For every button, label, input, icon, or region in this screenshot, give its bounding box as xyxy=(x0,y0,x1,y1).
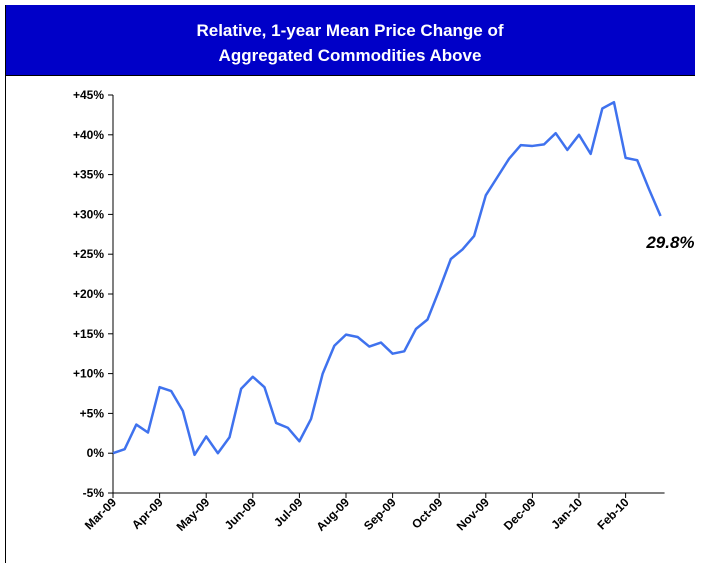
chart-title: Relative, 1-year Mean Price Change of xyxy=(196,21,503,40)
y-tick-label: +45% xyxy=(73,88,104,102)
y-tick-label: +25% xyxy=(73,247,104,261)
y-tick-label: +10% xyxy=(73,367,104,381)
x-tick-label: Feb-10 xyxy=(594,495,631,532)
x-tick-label: Jul-09 xyxy=(271,495,306,530)
x-tick-label: Apr-09 xyxy=(129,495,166,532)
y-tick-label: +40% xyxy=(73,128,104,142)
line-series xyxy=(112,100,662,457)
x-tick-label: Jun-09 xyxy=(222,495,259,532)
y-tick-label: +35% xyxy=(73,168,104,182)
x-tick-label: Jan-10 xyxy=(548,495,585,532)
y-tick-label: +30% xyxy=(73,207,104,221)
x-tick-label: Oct-09 xyxy=(409,495,446,532)
y-tick-label: -5% xyxy=(83,486,105,500)
y-tick-label: +15% xyxy=(73,327,104,341)
x-tick-label: May-09 xyxy=(174,495,213,534)
x-tick-label: Aug-09 xyxy=(313,495,352,534)
chart-title: Aggregated Commodities Above xyxy=(219,46,482,65)
x-tick-label: Nov-09 xyxy=(454,495,492,533)
x-tick-label: Mar-09 xyxy=(82,495,119,532)
x-tick-label: Dec-09 xyxy=(501,495,539,533)
title-banner xyxy=(5,5,695,75)
y-tick-label: 0% xyxy=(87,446,105,460)
annotation: 29.8% xyxy=(645,233,694,252)
x-tick-label: Sep-09 xyxy=(361,495,399,533)
y-tick-label: +5% xyxy=(80,406,105,420)
y-tick-label: +20% xyxy=(73,287,104,301)
